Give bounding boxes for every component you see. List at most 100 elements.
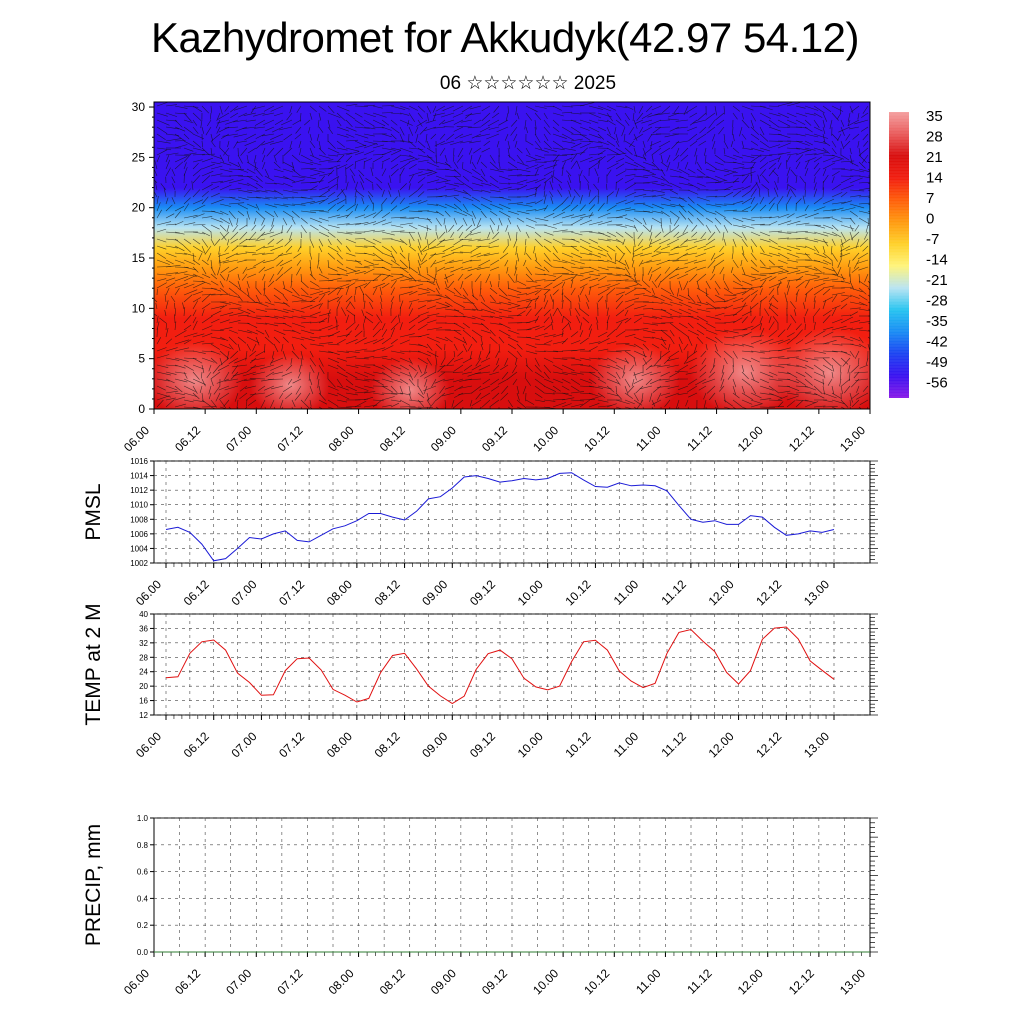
wind-vector (479, 406, 482, 409)
wind-vector (588, 273, 601, 277)
wind-vector (533, 245, 536, 254)
wind-vector (732, 177, 739, 184)
wind-vector (253, 112, 266, 117)
wind-vector (336, 238, 343, 245)
wind-vector (696, 203, 707, 212)
wind-vector (210, 329, 224, 331)
wind-vector (399, 385, 404, 395)
wind-vector (523, 259, 527, 267)
wind-vector (691, 231, 698, 238)
wind-vector (408, 171, 423, 177)
wind-vector (840, 160, 855, 163)
wind-vector (722, 231, 725, 241)
wind-vector (244, 406, 248, 409)
wind-vector (380, 308, 383, 317)
wind-vector (192, 273, 204, 279)
wind-vector (262, 259, 275, 264)
wind-vector (462, 294, 473, 304)
wind-vector (750, 290, 758, 296)
wind-vector (251, 224, 257, 231)
wind-vector (507, 231, 511, 241)
wind-vector (831, 252, 838, 262)
wind-vector (165, 390, 179, 394)
wind-vector (677, 161, 680, 169)
x-tick-label: 11.00 (633, 423, 664, 454)
wind-vector (741, 294, 751, 303)
wind-vector (417, 406, 433, 408)
wind-vector (534, 217, 549, 222)
wind-vector (622, 371, 626, 378)
wind-vector (192, 392, 200, 400)
wind-vector (476, 154, 482, 165)
wind-vector (390, 163, 399, 170)
wind-vector (615, 207, 631, 212)
wind-vector (543, 309, 551, 317)
wind-vector (282, 350, 287, 360)
wind-vector (282, 308, 294, 313)
wind-vector (435, 336, 449, 342)
wind-vector (426, 179, 440, 184)
colorbar-label: 21 (926, 149, 943, 166)
wind-vector (201, 153, 215, 156)
wind-vector (660, 350, 671, 358)
wind-vector (354, 348, 368, 352)
wind-vector (606, 191, 614, 198)
wind-vector (621, 126, 626, 137)
colorbar-label: 14 (926, 170, 943, 187)
wind-vector (570, 126, 581, 134)
wind-vector (408, 357, 413, 365)
wind-vector (674, 245, 689, 249)
wind-vector (795, 357, 809, 362)
wind-vector (354, 203, 358, 212)
wind-vector (423, 385, 437, 392)
wind-vector (777, 259, 788, 264)
wind-vector (716, 119, 725, 126)
wind-vector (363, 112, 376, 118)
wind-vector (354, 140, 367, 147)
wind-vector (462, 371, 473, 375)
wind-vector (516, 179, 528, 184)
wind-vector (561, 119, 577, 122)
wind-vector (368, 195, 374, 205)
wind-vector (534, 378, 545, 387)
wind-vector (372, 347, 386, 352)
wind-vector (426, 140, 431, 149)
wind-vector (786, 285, 790, 296)
wind-vector (399, 197, 405, 205)
wind-vector (432, 112, 437, 121)
wind-vector (534, 287, 551, 291)
wind-vector (570, 266, 584, 270)
wind-vector (363, 300, 366, 310)
wind-vector (165, 357, 180, 361)
wind-vector (641, 119, 653, 124)
wind-vector (628, 126, 635, 135)
wind-vector (795, 252, 810, 256)
wind-vector (831, 112, 839, 121)
wind-vector (316, 133, 320, 142)
wind-vector (291, 196, 307, 199)
wind-vector (588, 385, 604, 389)
wind-vector (660, 154, 663, 163)
wind-vector (273, 315, 286, 319)
wind-vector (642, 343, 650, 351)
wind-vector (624, 105, 634, 110)
wind-vector (669, 175, 684, 178)
wind-vector (633, 371, 637, 381)
wind-vector (156, 347, 167, 352)
wind-vector (381, 197, 388, 205)
wind-vector (570, 245, 579, 252)
wind-vector (647, 266, 653, 276)
wind-vector (273, 343, 279, 353)
wind-vector (453, 203, 463, 212)
wind-vector (291, 399, 296, 408)
wind-vector (318, 317, 328, 324)
wind-vector (443, 217, 446, 225)
wind-vector (669, 287, 674, 296)
wind-vector (336, 392, 350, 400)
wind-vector (246, 168, 256, 174)
wind-vector (854, 224, 860, 232)
wind-vector (255, 238, 266, 242)
wind-vector (216, 112, 221, 121)
wind-vector (210, 147, 213, 155)
wind-vector (579, 204, 586, 212)
